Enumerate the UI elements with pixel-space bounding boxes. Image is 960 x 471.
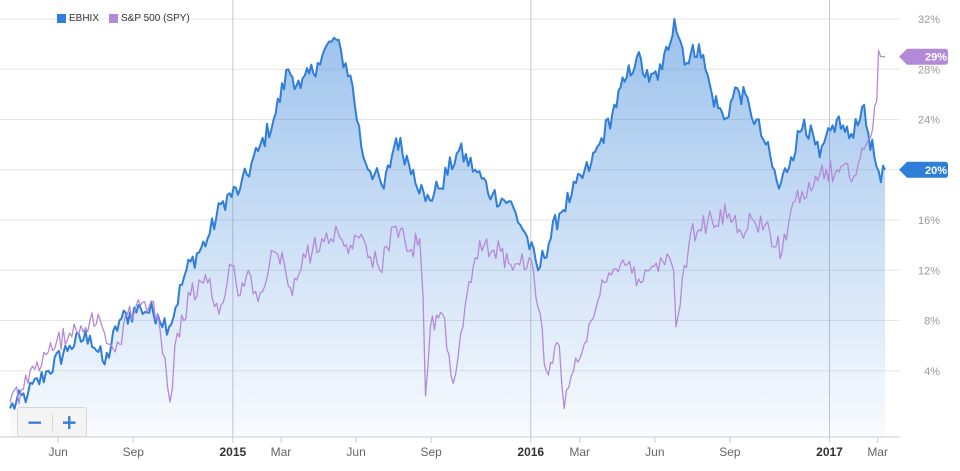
x-tick-label: Sep	[123, 445, 145, 459]
x-tick-label: Mar	[569, 445, 590, 459]
x-tick-label: 2015	[219, 445, 246, 459]
x-tick-label: Jun	[346, 445, 365, 459]
y-tick-label: 4%	[924, 366, 940, 378]
legend-item-ebhix[interactable]: EBHIX	[57, 13, 99, 24]
series-line-ebhix	[9, 18, 886, 410]
legend-swatch-spy	[109, 14, 119, 23]
series-area-ebhix	[10, 19, 885, 437]
y-tick-label: 32%	[918, 14, 940, 26]
zoom-in-button[interactable]: +	[60, 410, 78, 434]
zoom-separator	[51, 413, 53, 431]
x-tick-label: Mar	[867, 445, 888, 459]
x-tick-label: Sep	[719, 445, 741, 459]
y-tick-label: 16%	[918, 215, 940, 227]
y-tick-label: 8%	[924, 316, 940, 328]
y-tick-label: 12%	[918, 265, 940, 277]
legend-label-ebhix: EBHIX	[69, 13, 100, 24]
zoom-out-button[interactable]: −	[26, 410, 44, 434]
x-tick-label: Sep	[420, 445, 442, 459]
end-label-text: 20%	[925, 165, 947, 177]
x-axis: Jun Sep 2015 Mar Jun Sep 2016 Mar Jun Sep 2017 Mar	[0, 436, 900, 459]
end-labels: 20% 29%	[899, 48, 948, 178]
y-tick-label: 28%	[918, 64, 940, 76]
end-label-badge	[899, 48, 948, 65]
y-axis: 4%8%12%16%20%24%28%32%	[918, 14, 940, 378]
x-tick-label: Jun	[645, 445, 664, 459]
x-tick-label: Mar	[271, 445, 292, 459]
area-layer	[10, 19, 885, 437]
x-tick-label: 2017	[816, 445, 843, 459]
y-tick-label: 24%	[918, 115, 940, 127]
line-layer	[9, 18, 886, 410]
zoom-controls: − +	[17, 407, 87, 437]
legend-swatch-ebhix	[57, 14, 66, 23]
legend: EBHIX S&P 500 (SPY)	[57, 13, 190, 24]
legend-label-spy: S&P 500 (SPY)	[121, 13, 190, 24]
end-label-badge	[899, 161, 948, 178]
end-label-ebhix: 20%	[899, 161, 948, 178]
series-line-spy	[9, 49, 886, 410]
legend-item-spy[interactable]: S&P 500 (SPY)	[109, 13, 190, 24]
end-label-spy: 29%	[899, 48, 948, 65]
end-label-text: 29%	[925, 52, 947, 64]
x-tick-label: Jun	[48, 445, 67, 459]
x-tick-label: 2016	[517, 445, 544, 459]
